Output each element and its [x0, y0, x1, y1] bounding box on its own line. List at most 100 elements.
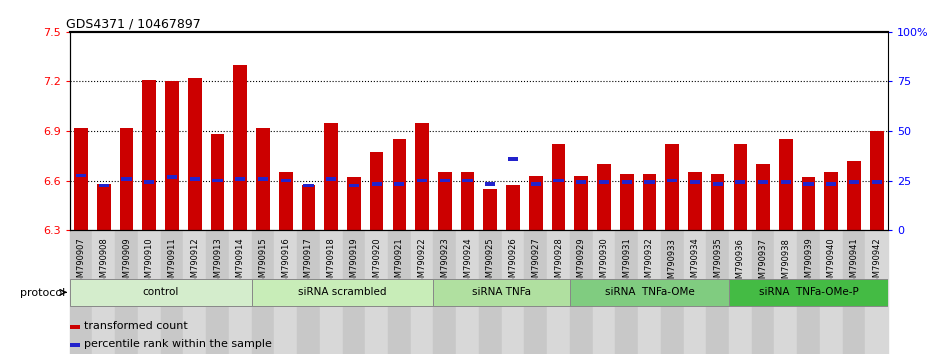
Bar — [479, 230, 501, 354]
Bar — [802, 177, 816, 230]
Text: siRNA TNFa: siRNA TNFa — [472, 287, 531, 297]
Bar — [70, 325, 80, 329]
Bar — [233, 65, 247, 230]
Bar — [297, 230, 320, 354]
Bar — [188, 78, 202, 230]
Bar — [138, 230, 161, 354]
Bar — [775, 230, 797, 354]
Bar — [870, 131, 884, 230]
Bar — [92, 230, 115, 354]
Bar — [438, 172, 452, 230]
Bar — [553, 179, 564, 182]
Bar — [667, 179, 677, 182]
Bar — [780, 181, 790, 184]
Bar — [797, 230, 820, 354]
Bar — [325, 123, 338, 230]
Bar — [417, 179, 427, 182]
Bar — [661, 230, 684, 354]
Bar — [484, 189, 498, 230]
Bar — [122, 177, 132, 181]
Bar — [820, 230, 843, 354]
Bar — [370, 153, 383, 230]
Bar — [416, 123, 429, 230]
Bar — [347, 177, 361, 230]
Bar — [485, 182, 496, 185]
Bar — [756, 164, 770, 230]
Bar — [804, 182, 814, 185]
Text: siRNA scrambled: siRNA scrambled — [299, 287, 387, 297]
Bar — [849, 181, 859, 184]
Bar — [274, 230, 297, 354]
Bar — [712, 182, 723, 185]
Bar — [575, 176, 588, 230]
Bar — [729, 230, 751, 354]
Bar — [501, 230, 525, 354]
Bar — [142, 80, 156, 230]
Bar — [433, 279, 570, 307]
Bar — [462, 179, 472, 182]
Bar — [365, 230, 388, 354]
Bar — [620, 174, 633, 230]
Bar — [349, 184, 359, 187]
Bar — [440, 179, 450, 182]
Bar — [592, 230, 616, 354]
Bar — [342, 230, 365, 354]
Bar — [551, 144, 565, 230]
Bar — [460, 172, 474, 230]
Bar — [326, 177, 337, 181]
Bar — [301, 185, 315, 230]
Bar — [847, 161, 861, 230]
Bar — [166, 81, 179, 230]
Bar — [211, 134, 224, 230]
Bar — [411, 230, 433, 354]
Text: GDS4371 / 10467897: GDS4371 / 10467897 — [66, 18, 200, 31]
Bar — [871, 181, 882, 184]
Bar — [508, 157, 518, 161]
Bar — [99, 184, 109, 187]
Bar — [70, 343, 80, 347]
Bar — [826, 182, 836, 185]
Bar — [734, 144, 747, 230]
Bar — [616, 230, 638, 354]
Bar — [320, 230, 342, 354]
Bar — [644, 181, 655, 184]
Text: control: control — [142, 287, 179, 297]
Bar — [457, 230, 479, 354]
Bar — [866, 230, 888, 354]
Bar — [576, 181, 586, 184]
Bar — [665, 144, 679, 230]
Text: siRNA  TNFa-OMe: siRNA TNFa-OMe — [604, 287, 695, 297]
Bar — [529, 176, 542, 230]
Bar — [570, 230, 592, 354]
Bar — [303, 184, 313, 187]
Bar — [690, 181, 700, 184]
Bar — [643, 174, 657, 230]
Bar — [279, 172, 293, 230]
Bar — [252, 230, 274, 354]
Bar — [825, 172, 838, 230]
Bar — [506, 185, 520, 230]
Text: protocol: protocol — [20, 288, 65, 298]
Bar — [751, 230, 775, 354]
Bar — [229, 230, 252, 354]
Bar — [684, 230, 706, 354]
Bar — [120, 128, 133, 230]
Bar — [74, 128, 88, 230]
Bar — [392, 139, 406, 230]
Bar — [638, 230, 661, 354]
Bar — [206, 230, 229, 354]
Bar — [547, 230, 570, 354]
Bar — [706, 230, 729, 354]
Text: siRNA  TNFa-OMe-P: siRNA TNFa-OMe-P — [759, 287, 858, 297]
Bar — [76, 174, 86, 177]
Bar — [688, 172, 702, 230]
Bar — [388, 230, 411, 354]
Bar — [371, 182, 381, 185]
Bar — [144, 181, 154, 184]
Bar — [252, 279, 433, 307]
Bar — [736, 181, 746, 184]
Bar — [531, 182, 541, 185]
Bar — [394, 182, 405, 185]
Bar — [843, 230, 866, 354]
Text: percentile rank within the sample: percentile rank within the sample — [84, 339, 272, 349]
